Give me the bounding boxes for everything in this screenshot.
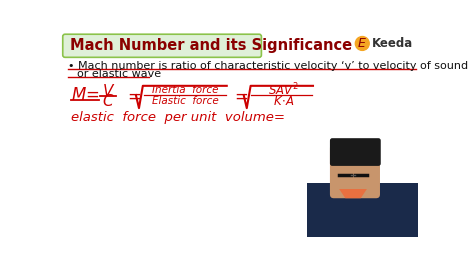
Text: elastic  force  per unit  volume=: elastic force per unit volume= (71, 111, 285, 124)
Text: Keeda: Keeda (372, 37, 413, 50)
Text: $V$: $V$ (101, 83, 115, 99)
Text: Elastic  force: Elastic force (152, 96, 219, 106)
FancyBboxPatch shape (307, 183, 418, 237)
Text: Mach Number and its Significance: Mach Number and its Significance (71, 38, 353, 53)
Text: $C$: $C$ (102, 93, 115, 109)
Text: $M\!=\!$: $M\!=\!$ (71, 86, 100, 103)
Text: $\mathit{E}$: $\mathit{E}$ (357, 37, 367, 50)
FancyBboxPatch shape (330, 144, 380, 198)
Text: $K\!\cdot\! A$: $K\!\cdot\! A$ (273, 95, 294, 108)
FancyBboxPatch shape (63, 34, 261, 57)
Text: $SAV^2$: $SAV^2$ (268, 82, 299, 99)
Text: or elastic wave: or elastic wave (77, 69, 162, 79)
Text: • Mach number is ratio of characteristic velocity ‘v’ to velocity of sound: • Mach number is ratio of characteristic… (68, 61, 468, 71)
Circle shape (356, 36, 369, 50)
Text: Inertia  force: Inertia force (152, 85, 219, 95)
Polygon shape (339, 189, 367, 198)
Text: $=$: $=$ (124, 87, 141, 104)
FancyBboxPatch shape (330, 138, 381, 166)
Text: $=$: $=$ (231, 87, 249, 104)
